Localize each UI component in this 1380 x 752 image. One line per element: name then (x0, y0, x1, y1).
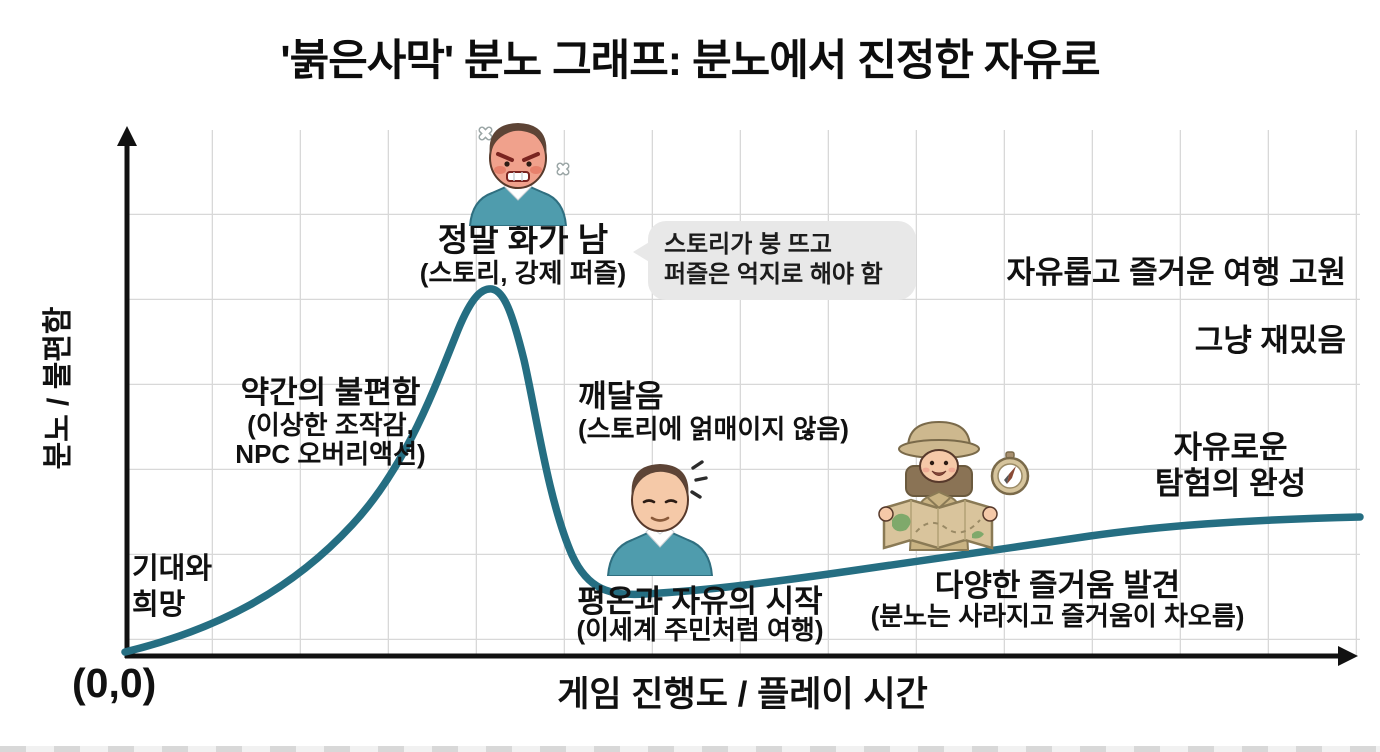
gritted-teeth-mouth (506, 171, 530, 182)
annotation-line: 약간의 불편함 (240, 375, 421, 410)
annotation-line: 자유로운 (1173, 430, 1288, 465)
annotation-line: 기대와 (132, 553, 213, 585)
annotation-line: 평온과 자유의 시작 (577, 584, 823, 619)
annotation-line: 다양한 즐거움 발견 (934, 568, 1181, 603)
annotation-exploration-complete: 자유로운 탐험의 완성 (1128, 430, 1333, 501)
annotation-slight-discomfort: 약간의 불편함 (이상한 조작감, NPC 오버리액션) (183, 375, 478, 469)
angry-eyebrows (496, 152, 540, 162)
calm-man-illustration (606, 460, 714, 576)
speech-bubble: 스토리가 붕 뜨고 퍼즐은 억지로 해야 함 (633, 221, 916, 300)
eye (526, 161, 532, 167)
blush (494, 166, 506, 174)
hair (631, 464, 689, 498)
compass-icon (990, 451, 1030, 496)
map-fold-lines (910, 500, 966, 548)
speech-bubble-line: 퍼즐은 억지로 해야 함 (664, 261, 883, 288)
x-axis-arrow-icon (1338, 646, 1358, 666)
annotation-realization: 깨달음 (스토리에 얽매이지 않음) (578, 379, 849, 444)
eye (943, 460, 949, 466)
map-green-area (972, 531, 984, 539)
y-axis-label: 분노 / 불편함 (42, 306, 75, 470)
blush (948, 467, 956, 473)
annotation-line: (이상한 조작감, (247, 409, 414, 440)
hair (489, 123, 547, 156)
annotation-peak-anger: 정말 화가 남 (스토리, 강제 퍼즐) (392, 221, 654, 288)
annotation-line: (스토리, 강제 퍼즐) (419, 257, 627, 288)
page-title: '붉은사막' 분노 그래프: 분노에서 진정한 자유로 (280, 37, 1100, 85)
origin-label: (0,0) (72, 660, 157, 706)
annotation-hope: 기대와 희망 (132, 551, 212, 624)
relaxed-eyes (642, 499, 678, 504)
annotation-peace-start: 평온과 자유의 시작 (이세계 주민처럼 여행) (535, 586, 865, 643)
annotation-just-fun: 그냥 재밌음 (1194, 323, 1346, 358)
speech-bubble-line: 스토리가 붕 뜨고 (664, 231, 832, 258)
blush (922, 467, 930, 473)
x-axis-label: 게임 진행도 / 플레이 시간 (557, 675, 928, 714)
anger-curve (121, 285, 1364, 656)
blush (530, 166, 542, 174)
explorer-illustration (878, 420, 1030, 551)
annotation-line: 정말 화가 남 (437, 221, 609, 258)
eye (504, 161, 510, 167)
y-axis-arrow-icon (117, 126, 137, 146)
steam-puff-icon (478, 126, 570, 176)
map-green-area (892, 513, 911, 532)
speech-bubble-tail (633, 241, 651, 263)
eye (929, 460, 935, 466)
annotation-line: 희망 (132, 589, 186, 622)
hand (878, 506, 894, 522)
map-route-dashed (915, 519, 981, 534)
annotation-plateau: 자유롭고 즐거운 여행 고원 (1006, 255, 1346, 290)
angry-man-illustration (468, 123, 570, 226)
annotation-line: (스토리에 얽매이지 않음) (578, 413, 849, 444)
teeth-lines (513, 172, 523, 181)
explorer-face (919, 449, 959, 483)
bottom-edge-artifact (0, 746, 1380, 752)
annotation-line: (이세계 주민처럼 여행) (576, 615, 824, 645)
open-smile-mouth (931, 470, 947, 476)
annotation-line: (분노는 사라지고 즐거움이 차오름) (870, 600, 1245, 631)
hand (982, 506, 998, 522)
annotation-line: NPC 오버리액션) (235, 438, 426, 469)
annotation-line: 탐험의 완성 (1154, 465, 1307, 501)
realization-sparks-icon (690, 460, 708, 499)
annotation-joy-discovery: 다양한 즐거움 발견 (분노는 사라지고 즐거움이 차오름) (855, 568, 1260, 631)
gentle-smile (650, 516, 670, 522)
grid-lines (125, 130, 1360, 656)
annotation-line: 깨달음 (578, 379, 664, 414)
